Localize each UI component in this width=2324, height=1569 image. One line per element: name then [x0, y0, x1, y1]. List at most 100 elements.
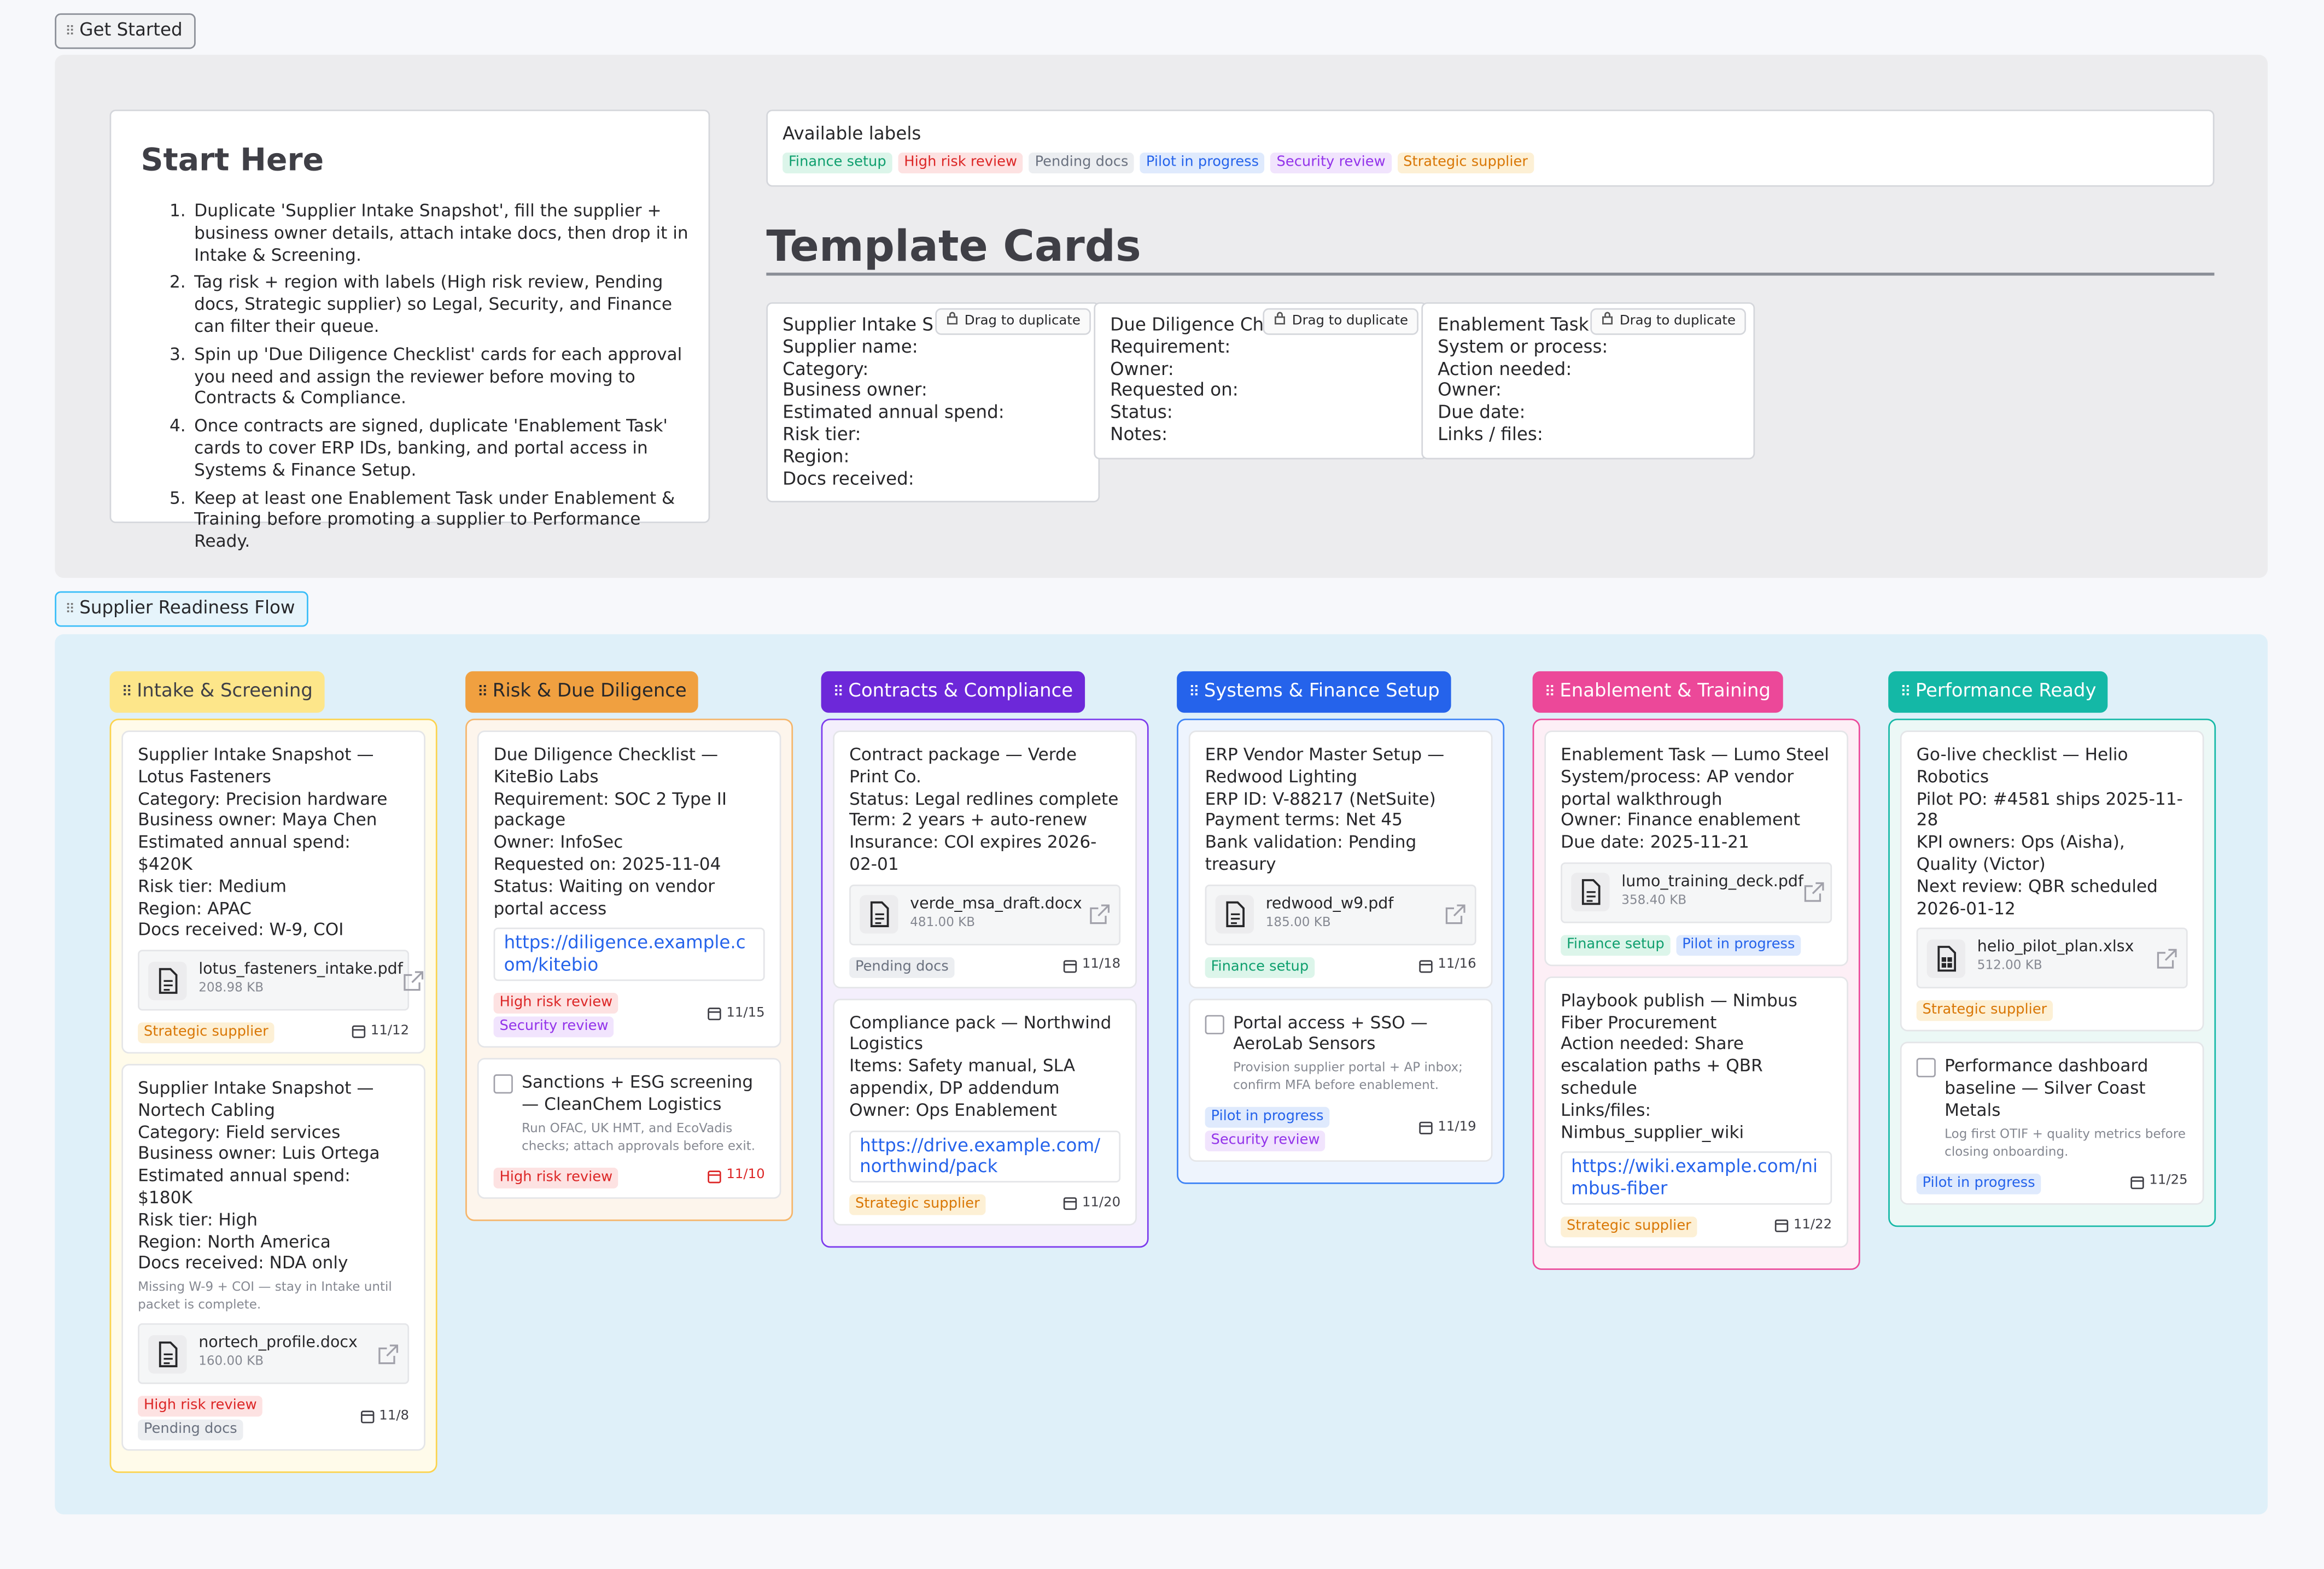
open-external[interactable]	[378, 1343, 399, 1364]
link[interactable]: https://drive.example.com/northwind/pack	[849, 1129, 1121, 1183]
section-button[interactable]: Supplier Readiness Flow	[55, 591, 308, 627]
labels-card: Available labels Finance setup High risk …	[766, 109, 2215, 187]
card-note: Log first OTIF + quality metrics before …	[1945, 1127, 2186, 1160]
card-footer: Pending docs 11/18	[849, 953, 1120, 977]
due-date: 11/8	[360, 1406, 409, 1427]
step: Tag risk + region with labels (High risk…	[191, 272, 694, 337]
drag-text: Drag to duplicate	[1619, 314, 1736, 329]
open-external[interactable]	[1445, 904, 1466, 925]
drag-button[interactable]: Drag to duplicate	[1262, 308, 1418, 335]
calendar-icon-part	[708, 1008, 721, 1021]
due-date: 11/15	[707, 1003, 765, 1024]
column: Contracts & Compliance Contract package —…	[821, 671, 1149, 1248]
due-date: 11/18	[1063, 955, 1120, 976]
calendar-icon-part	[2130, 1175, 2144, 1189]
lock-icon-part	[1274, 312, 1285, 325]
label-chip: Strategic supplier	[849, 1195, 986, 1216]
section-button[interactable]: Get Started	[55, 13, 196, 49]
calendar-icon	[1063, 1196, 1078, 1211]
column-header: Systems & Finance Setup	[1177, 671, 1452, 713]
date-text: 11/10	[726, 1168, 765, 1183]
open-external[interactable]	[403, 970, 424, 991]
template-field: Owner:	[1438, 379, 1502, 401]
column: Intake & Screening Supplier Intake Snapsh…	[109, 671, 437, 1473]
file-name: lumo_training_deck.pdf	[1621, 873, 1804, 891]
label-chip: Strategic supplier	[138, 1022, 275, 1044]
calendar-icon-part	[352, 1025, 366, 1038]
card-note: Provision supplier portal + AP inbox; co…	[1233, 1061, 1463, 1094]
label-chip: Finance setup	[783, 152, 892, 173]
file-icon-part	[1941, 957, 1952, 968]
card-line: Term: 2 years + auto-renew	[849, 809, 1088, 830]
file-icon	[1571, 873, 1610, 912]
open-external-part	[2157, 949, 2177, 968]
date-text: 11/20	[1082, 1195, 1121, 1210]
link[interactable]: https://wiki.example.com/nimbus-fiber	[1561, 1152, 1832, 1205]
link[interactable]: https://diligence.example.com/kitebio	[493, 928, 765, 981]
lock-icon-part	[1604, 312, 1610, 318]
attachment: lumo_training_deck.pdf 358.40 KB	[1561, 862, 1832, 923]
date-text: 11/19	[1438, 1120, 1476, 1135]
card-line: KPI owners: Ops (Aisha), Quality (Victor…	[1916, 832, 2125, 875]
label-chip: Strategic supplier	[1561, 1216, 1697, 1238]
column-body: Contract package — Verde Print Co. Status…	[821, 718, 1149, 1248]
card-labels: Strategic supplier	[1561, 1214, 1703, 1238]
file-icon-part	[1937, 945, 1957, 971]
template-field: Requirement:	[1110, 336, 1231, 357]
card-line: Portal access + SSO — AeroLab Sensors	[1233, 1011, 1428, 1055]
card-line: Performance dashboard baseline — Silver …	[1945, 1055, 2148, 1120]
card-text: Playbook publish — Nimbus Fiber Procurem…	[1561, 990, 1832, 1143]
calendar-icon	[1418, 958, 1433, 973]
label-chip: High risk review	[493, 1167, 619, 1188]
calendar-icon	[707, 1168, 722, 1183]
label-chip: Pilot in progress	[1140, 152, 1265, 173]
column-header: Risk & Due Diligence	[465, 671, 699, 713]
open-external[interactable]	[1803, 882, 1824, 903]
task-card: Due Diligence Checklist — KiteBio Labs Re…	[477, 730, 781, 1048]
labels-row: Finance setup High risk review Pending doc…	[783, 149, 2198, 173]
checkbox[interactable]	[493, 1074, 513, 1094]
card-footer: Strategic supplier 11/20	[849, 1192, 1121, 1216]
card-line: Status: Waiting on vendor portal access	[493, 875, 715, 918]
lock-icon-part	[947, 312, 957, 325]
file-icon-part	[164, 979, 173, 991]
card-footer: High risk reviewSecurity review 11/15	[493, 990, 765, 1038]
file-name: redwood_w9.pdf	[1265, 894, 1394, 913]
file-icon-part	[164, 1353, 173, 1364]
due-date: 11/25	[2130, 1171, 2188, 1193]
open-external[interactable]	[2157, 948, 2177, 969]
card-line: Owner: InfoSec	[493, 832, 623, 853]
card-line: Sanctions + ESG screening — CleanChem Lo…	[522, 1071, 754, 1114]
label-chip: Finance setup	[1561, 934, 1671, 956]
card-labels: Finance setup	[1205, 953, 1321, 977]
date-text: 11/15	[726, 1005, 765, 1021]
calendar-icon-part	[360, 1410, 374, 1424]
attachment-meta: nortech_profile.docx 160.00 KB	[198, 1334, 378, 1374]
column: Risk & Due Diligence Due Diligence Checkl…	[465, 671, 793, 1221]
card-text: Portal access + SSO — AeroLab Sensors Pro…	[1233, 1011, 1476, 1095]
file-icon-part	[1226, 901, 1245, 928]
open-external[interactable]	[1089, 904, 1110, 925]
lock-icon-part	[1602, 316, 1613, 325]
label-chip: Pending docs	[849, 956, 955, 977]
column-header: Enablement & Training	[1532, 671, 1783, 713]
card-line: Risk tier: High	[138, 1209, 258, 1230]
file-icon	[860, 895, 898, 934]
checkbox[interactable]	[1916, 1058, 1936, 1078]
label-chip: High risk review	[898, 152, 1023, 173]
attachment: helio_pilot_plan.xlsx 512.00 KB	[1916, 928, 2188, 989]
file-name: lotus_fasteners_intake.pdf	[198, 960, 403, 979]
checkbox[interactable]	[1205, 1014, 1224, 1034]
card-line: Items: Safety manual, SLA appendix, DP a…	[849, 1055, 1076, 1098]
column: Systems & Finance Setup ERP Vendor Master…	[1177, 671, 1505, 1185]
template-card-title: Supplier Intake S	[783, 314, 934, 335]
card-text: Contract package — Verde Print Co. Status…	[849, 744, 1120, 876]
drag-button[interactable]: Drag to duplicate	[1590, 308, 1746, 335]
card-line: Requested on: 2025-11-04	[493, 853, 721, 875]
column-body: Go-live checklist — Helio Robotics Pilot …	[1888, 718, 2216, 1227]
drag-button[interactable]: Drag to duplicate	[935, 308, 1091, 335]
card-body: Supplier Intake Snapshot — Nortech Cabli…	[138, 1077, 409, 1314]
column: Enablement & Training Enablement Task — L…	[1532, 671, 1860, 1270]
open-external-part	[1804, 882, 1824, 903]
